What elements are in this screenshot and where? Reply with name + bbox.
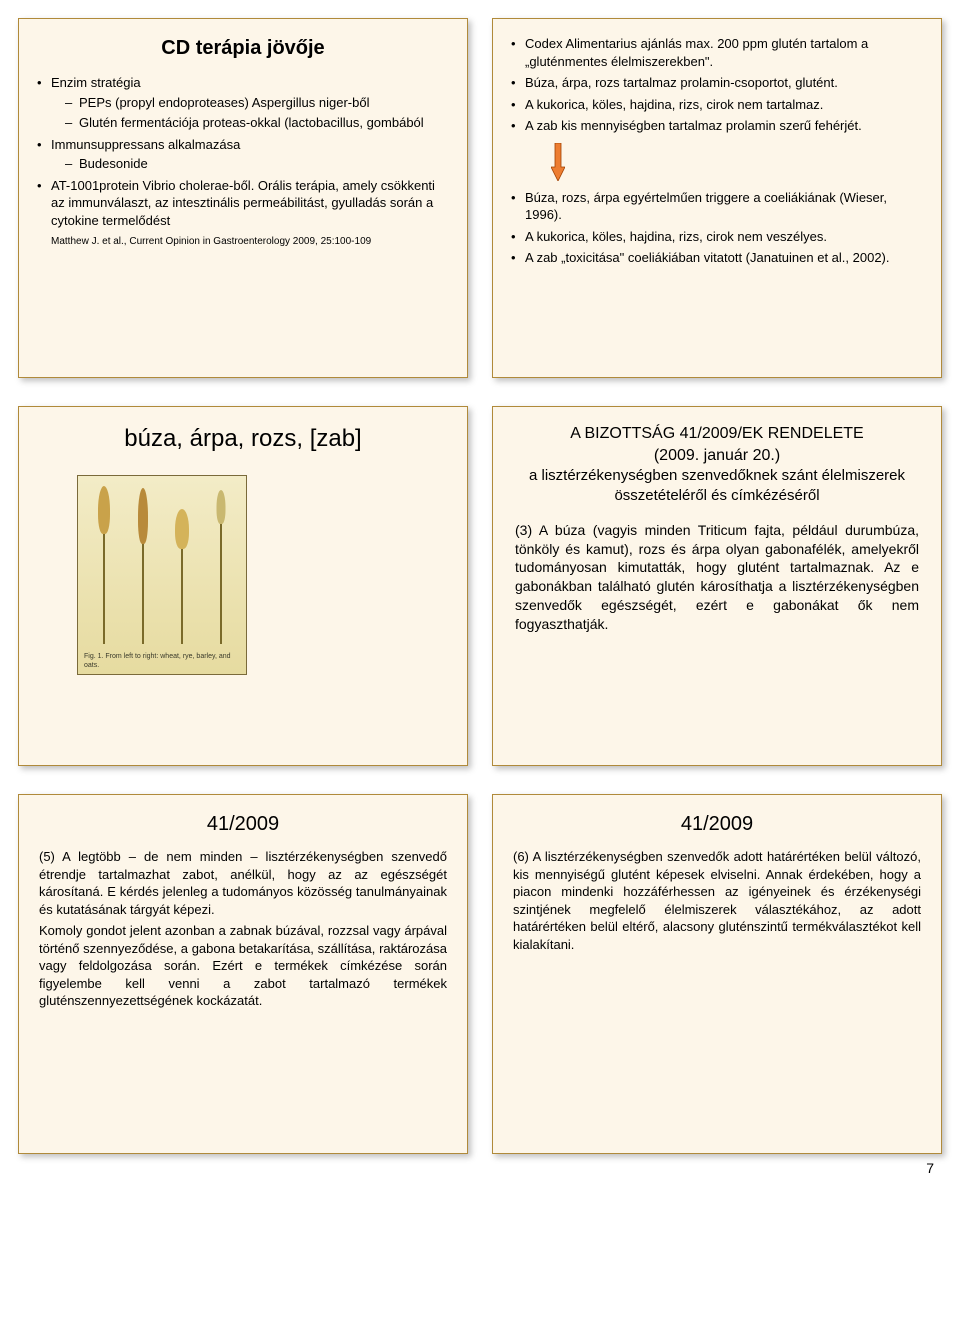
paragraph: (3) A búza (vagyis minden Triticum fajta… xyxy=(511,521,923,634)
paragraph: (5) A legtöbb – de nem minden – lisztérz… xyxy=(37,848,449,918)
bullet: AT-1001protein Vibrio cholerae-ből. Orál… xyxy=(37,177,449,230)
arrow-down-icon xyxy=(551,143,565,181)
slide-title: búza, árpa, rozs, [zab] xyxy=(37,423,449,455)
bullet: A zab „toxicitása" coeliákiában vitatott… xyxy=(511,249,923,267)
bullet: A zab kis mennyiségben tartalmaz prolami… xyxy=(511,117,923,135)
bullet-text: Enzim stratégia xyxy=(51,75,141,90)
bullet: Codex Alimentarius ajánlás max. 200 ppm … xyxy=(511,35,923,70)
wheat-figure: Fig. 1. From left to right: wheat, rye, … xyxy=(77,475,247,675)
wheat-stalk xyxy=(209,490,233,644)
bullet: Búza, árpa, rozs tartalmaz prolamin-csop… xyxy=(511,74,923,92)
slide-41-2009-b: 41/2009 (6) A lisztérzékenységben szenve… xyxy=(492,794,942,1154)
bullet: A kukorica, köles, hajdina, rizs, cirok … xyxy=(511,96,923,114)
sub-bullet: Budesonide xyxy=(51,155,449,173)
sub-bullet: Glutén fermentációja proteas-okkal (lact… xyxy=(51,114,449,132)
wheat-stalk xyxy=(131,488,155,644)
slide-title: A BIZOTTSÁG 41/2009/EK RENDELETE xyxy=(511,423,923,445)
slide-subtitle: (2009. január 20.) xyxy=(511,445,923,467)
slide-grid: CD terápia jövője Enzim stratégia PEPs (… xyxy=(0,0,960,1184)
slide-title: 41/2009 xyxy=(37,811,449,838)
slide-subtitle2: a lisztérzékenységben szenvedőknek szánt… xyxy=(511,466,923,507)
bullet: Enzim stratégia PEPs (propyl endoproteas… xyxy=(37,74,449,132)
sub-bullet: PEPs (propyl endoproteases) Aspergillus … xyxy=(51,94,449,112)
slide-title: CD terápia jövője xyxy=(37,35,449,62)
bullet: Immunsuppressans alkalmazása Budesonide xyxy=(37,136,449,173)
paragraph: Komoly gondot jelent azonban a zabnak bú… xyxy=(37,922,449,1010)
slide-41-2009-a: 41/2009 (5) A legtöbb – de nem minden – … xyxy=(18,794,468,1154)
figure-caption: Fig. 1. From left to right: wheat, rye, … xyxy=(84,652,246,671)
wheat-stalk xyxy=(170,509,194,644)
slide-wheat: búza, árpa, rozs, [zab] Fig. 1. From lef… xyxy=(18,406,468,766)
bullet-text: Immunsuppressans alkalmazása xyxy=(51,137,240,152)
citation: Matthew J. et al., Current Opinion in Ga… xyxy=(37,235,449,249)
slide-title: 41/2009 xyxy=(511,811,923,838)
paragraph: (6) A lisztérzékenységben szenvedők adot… xyxy=(511,848,923,953)
bullet: Búza, rozs, árpa egyértelműen triggere a… xyxy=(511,189,923,224)
slide-cd-terapia: CD terápia jövője Enzim stratégia PEPs (… xyxy=(18,18,468,378)
wheat-stalk xyxy=(92,486,116,644)
slide-rendelet: A BIZOTTSÁG 41/2009/EK RENDELETE (2009. … xyxy=(492,406,942,766)
slide-codex: Codex Alimentarius ajánlás max. 200 ppm … xyxy=(492,18,942,378)
page-number: 7 xyxy=(926,1160,934,1176)
bullet: A kukorica, köles, hajdina, rizs, cirok … xyxy=(511,228,923,246)
